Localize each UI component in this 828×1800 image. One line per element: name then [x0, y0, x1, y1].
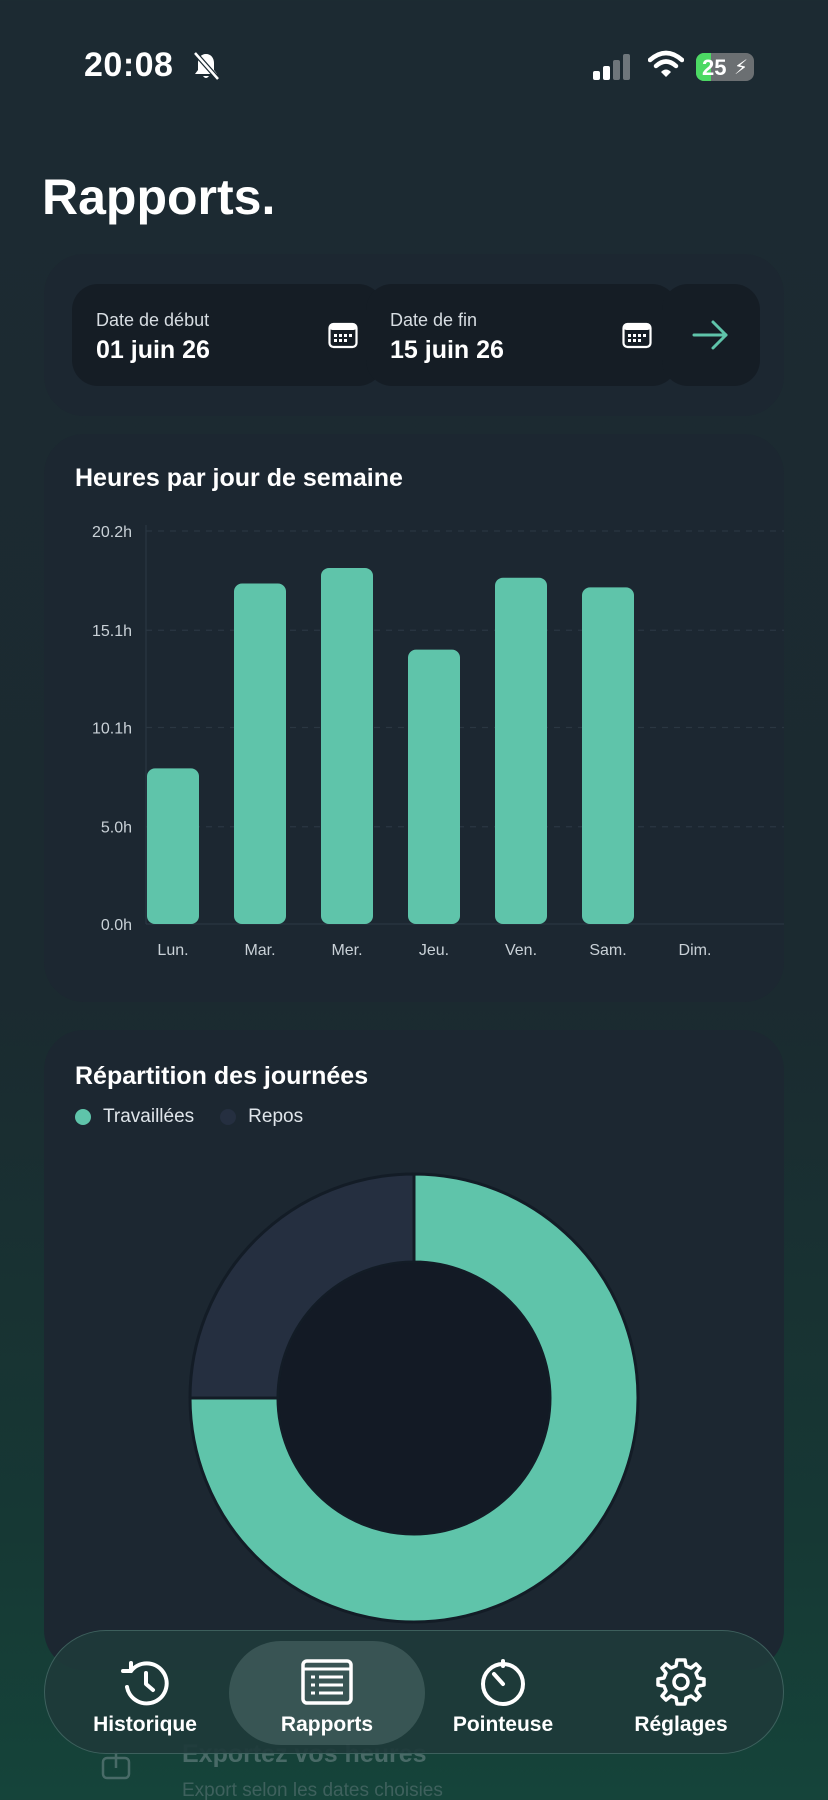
- end-date-value: 15 juin 26: [390, 336, 504, 364]
- tab-historique[interactable]: Historique: [55, 1631, 235, 1755]
- tab-label-historique: Historique: [93, 1713, 197, 1736]
- pie-slice-rest: [188, 1172, 416, 1400]
- export-subtitle: Export selon les dates choisies: [182, 1780, 443, 1800]
- bar-mer: [321, 567, 373, 924]
- x-tick-label: Mar.: [244, 942, 275, 959]
- status-bar: 20:08 25 ⚡: [0, 0, 828, 130]
- legend-dot-worked: [75, 1109, 91, 1125]
- tab-label-rapports: Rapports: [280, 1713, 374, 1736]
- y-tick-label: 0.0h: [101, 917, 132, 934]
- bar-sam: [582, 587, 634, 924]
- end-date-label: Date de fin: [390, 310, 478, 330]
- page-title: Rapports.: [42, 169, 276, 225]
- x-tick-label: Lun.: [157, 942, 188, 959]
- end-date-field[interactable]: Date de fin 15 juin 26: [366, 284, 678, 386]
- weekday-chart-title: Heures par jour de semaine: [75, 464, 403, 492]
- x-tick-label: Dim.: [679, 942, 712, 959]
- x-tick-label: Sam.: [589, 942, 626, 959]
- timer-icon: [481, 1659, 525, 1706]
- signal-icon: [593, 54, 630, 80]
- legend-label-worked: Travaillées: [103, 1106, 195, 1127]
- day-distribution-card: Répartition des journées Travaillées Rep…: [44, 1030, 784, 1670]
- legend-item-worked: Travaillées: [75, 1106, 194, 1128]
- tab-label-reglages: Réglages: [634, 1713, 728, 1736]
- apply-range-button[interactable]: [662, 284, 760, 386]
- legend-item-rest: Repos: [220, 1106, 303, 1128]
- pie-slice-worked: [188, 1172, 640, 1624]
- donut-hole: [279, 1263, 549, 1533]
- wifi-icon: [648, 50, 684, 77]
- y-tick-label: 15.1h: [92, 623, 132, 640]
- tab-reglages[interactable]: Réglages: [591, 1631, 771, 1755]
- calendar-icon: [328, 322, 358, 349]
- y-tick-label: 20.2h: [92, 524, 132, 541]
- x-tick-label: Jeu.: [419, 942, 449, 959]
- start-date-value: 01 juin 26: [96, 336, 210, 364]
- weekday-hours-chart: 0.0h 5.0h 10.1h 15.1h 20.2h Lun. Mar. Mer. Jeu. V…: [92, 524, 784, 959]
- battery-fill: [696, 53, 711, 81]
- bell-muted-icon: [193, 51, 220, 81]
- battery-level: 25: [702, 55, 727, 80]
- legend-dot-rest: [220, 1109, 237, 1125]
- start-date-label: Date de début: [96, 310, 210, 330]
- weekday-hours-card: Heures par jour de semaine 0.0h 5.0h 10.1h…: [44, 434, 784, 1002]
- status-time: 20:08: [84, 46, 174, 84]
- bar-lun: [147, 768, 199, 924]
- legend-label-rest: Repos: [248, 1106, 304, 1127]
- date-range-card: Date de début 01 juin 26 Date de fin 15 …: [44, 254, 784, 416]
- y-tick-label: 5.0h: [101, 820, 132, 837]
- report-icon: [301, 1659, 353, 1705]
- calendar-icon: [622, 322, 652, 349]
- charging-bolt-icon: ⚡: [734, 57, 749, 79]
- bar-mar: [234, 583, 286, 924]
- tab-bar: Historique Rapports Pointeuse Réglages: [44, 1630, 784, 1754]
- day-distribution-chart: [188, 1172, 640, 1624]
- x-tick-label: Ven.: [505, 942, 537, 959]
- bar-ven: [495, 577, 547, 924]
- tab-label-pointeuse: Pointeuse: [452, 1713, 554, 1736]
- bar-jeu: [408, 649, 460, 924]
- arrow-right-icon: [692, 320, 728, 350]
- tab-pointeuse[interactable]: Pointeuse: [413, 1631, 593, 1755]
- distribution-chart-title: Répartition des journées: [75, 1062, 369, 1090]
- chart-legend: Travaillées Repos: [75, 1106, 329, 1128]
- battery-indicator: 25 ⚡: [696, 53, 754, 81]
- gear-icon: [656, 1658, 706, 1706]
- y-tick-label: 10.1h: [92, 721, 132, 738]
- x-tick-label: Mer.: [331, 942, 362, 959]
- tab-rapports[interactable]: Rapports: [237, 1631, 417, 1755]
- history-icon: [121, 1661, 169, 1706]
- start-date-field[interactable]: Date de début 01 juin 26: [72, 284, 384, 386]
